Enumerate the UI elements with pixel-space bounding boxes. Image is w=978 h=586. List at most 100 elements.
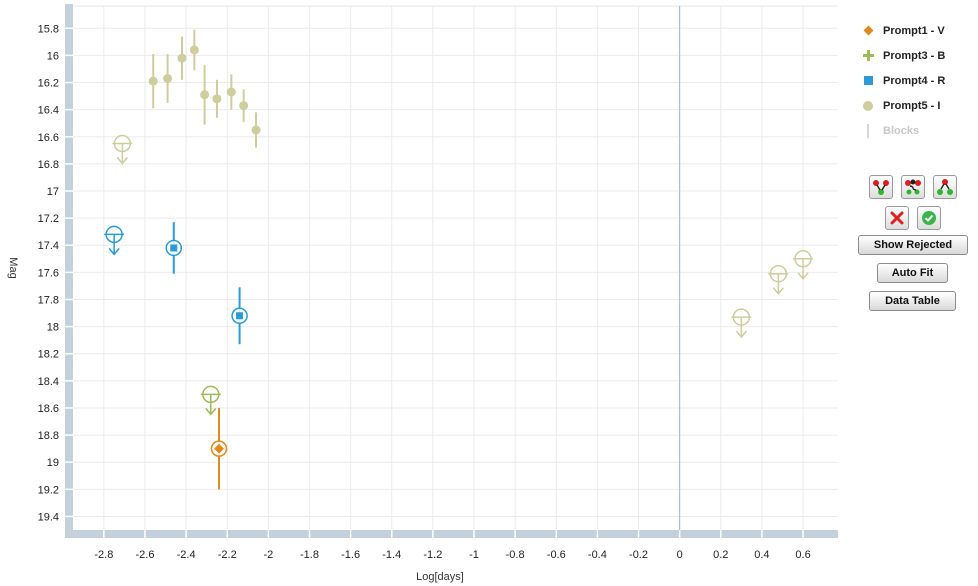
data-point-prompt5-i	[148, 54, 158, 109]
x-tick-label: 0.2	[713, 549, 728, 561]
legend-label: Prompt3 - B	[883, 49, 946, 62]
x-tick-label: 0	[677, 549, 683, 561]
point-marker	[251, 125, 261, 135]
shuffle-points-icon[interactable]	[901, 175, 925, 199]
plot-frame	[65, 4, 838, 538]
data-point-prompt5-i	[163, 54, 173, 103]
y-tick-label: 18.4	[38, 376, 59, 388]
point-marker	[214, 443, 224, 454]
auto-fit-button[interactable]: Auto Fit	[877, 263, 948, 283]
plus-icon	[860, 49, 876, 63]
limit-arrow	[205, 407, 217, 416]
data-point-prompt5-i	[226, 74, 236, 110]
legend-item-prompt1-v[interactable]: Prompt1 - V	[860, 18, 975, 43]
y-tick-label: 18	[47, 322, 59, 334]
data-point-prompt5-i	[212, 79, 222, 118]
axis-ticks: 15.8 16 16.2 16.4 16.6 16.8 17 17.2 17.4 17.6 17.8…	[38, 23, 811, 561]
data-point-prompt5-i	[177, 36, 187, 80]
grid-lines	[73, 6, 838, 530]
legend-item-blocks[interactable]: Blocks	[860, 118, 975, 143]
show-rejected-button[interactable]: Show Rejected	[858, 235, 968, 255]
data-table-button[interactable]: Data Table	[869, 291, 956, 311]
point-marker	[177, 53, 187, 63]
limit-arrow	[772, 287, 784, 295]
x-tick-label: -2.2	[218, 549, 237, 561]
y-tick-label: 18.2	[38, 349, 59, 361]
upper-limit-prompt4-r	[104, 225, 125, 256]
data-point-prompt1-v	[210, 407, 228, 490]
legend: Prompt1 - V Prompt3 - B Prompt4 - R Prom…	[860, 18, 975, 143]
x-tick-label: 0.6	[795, 549, 810, 561]
legend-label: Prompt1 - V	[883, 24, 945, 37]
y-tick-label: 15.8	[38, 23, 59, 35]
x-tick-label: -2	[263, 549, 273, 561]
limit-arrow	[116, 157, 128, 165]
upper-limit-prompt5-i	[768, 264, 789, 295]
y-tick-label: 18.8	[38, 430, 59, 442]
y-tick-label: 16	[47, 50, 59, 62]
y-tick-label: 17.8	[38, 294, 59, 306]
upper-limit-prompt5-i	[793, 250, 814, 280]
y-tick-label: 16.6	[38, 132, 59, 144]
upper-limit-prompt5-i	[112, 134, 133, 165]
y-axis-band	[65, 4, 73, 538]
y-tick-label: 16.8	[38, 159, 59, 171]
x-tick-label: -1.8	[300, 549, 319, 561]
green-check-icon[interactable]	[917, 206, 941, 230]
point-marker	[148, 76, 158, 86]
bar-icon	[860, 123, 876, 138]
y-tick-label: 17.6	[38, 267, 59, 279]
y-tick-label: 19.2	[38, 484, 59, 496]
data-marks	[104, 29, 814, 490]
data-point-prompt4-r	[231, 287, 248, 345]
x-tick-label: -2.8	[94, 549, 113, 561]
y-tick-label: 18.6	[38, 403, 59, 415]
legend-item-prompt4-r[interactable]: Prompt4 - R	[860, 68, 975, 93]
light-curve-plot[interactable]: 15.8 16 16.2 16.4 16.6 16.8 17 17.2 17.4 17.6 17.8…	[0, 0, 850, 586]
point-marker	[170, 244, 178, 252]
x-tick-label: -1.4	[382, 549, 401, 561]
y-axis-title: Mag	[7, 257, 19, 278]
y-tick-label: 16.2	[38, 78, 59, 90]
limit-arrow	[735, 330, 747, 339]
data-point-prompt4-r	[165, 222, 183, 274]
point-marker	[189, 45, 199, 55]
point-marker	[200, 90, 210, 100]
data-point-prompt5-i	[251, 112, 261, 148]
circle-icon	[860, 99, 876, 113]
limit-arrow	[108, 247, 120, 256]
x-tick-label: -1.2	[423, 549, 442, 561]
x-tick-label: -0.8	[506, 549, 525, 561]
x-tick-label: -1	[469, 549, 479, 561]
reject-accept-tools	[885, 206, 941, 230]
x-tick-label: 0.4	[754, 549, 769, 561]
upper-limit-prompt5-i	[731, 308, 752, 339]
y-tick-label: 16.4	[38, 105, 59, 117]
point-marker	[212, 94, 222, 104]
red-x-icon[interactable]	[885, 206, 909, 230]
x-axis-title: Log[days]	[416, 571, 464, 583]
limit-arrow	[797, 272, 809, 280]
data-point-prompt5-i	[189, 29, 199, 71]
upper-limit-prompt3-b	[200, 385, 221, 416]
point-marker	[226, 87, 236, 97]
y-tick-label: 17	[47, 186, 59, 198]
legend-label: Prompt4 - R	[883, 74, 946, 87]
x-tick-label: -0.2	[629, 549, 648, 561]
y-tick-label: 17.4	[38, 240, 59, 252]
diamond-icon	[860, 24, 876, 38]
y-tick-label: 17.2	[38, 213, 59, 225]
legend-label: Prompt5 - I	[883, 99, 941, 112]
merge-points-icon[interactable]	[933, 175, 957, 199]
x-tick-label: -2.6	[135, 549, 154, 561]
y-tick-label: 19.4	[38, 511, 59, 523]
x-tick-label: -0.6	[547, 549, 566, 561]
split-points-icon[interactable]	[869, 175, 893, 199]
x-tick-label: -1.6	[341, 549, 360, 561]
point-marker	[163, 73, 173, 83]
legend-item-prompt3-b[interactable]: Prompt3 - B	[860, 43, 975, 68]
x-axis-band	[65, 530, 838, 538]
point-marker	[239, 101, 249, 111]
data-point-prompt5-i	[200, 64, 210, 125]
legend-item-prompt5-i[interactable]: Prompt5 - I	[860, 93, 975, 118]
